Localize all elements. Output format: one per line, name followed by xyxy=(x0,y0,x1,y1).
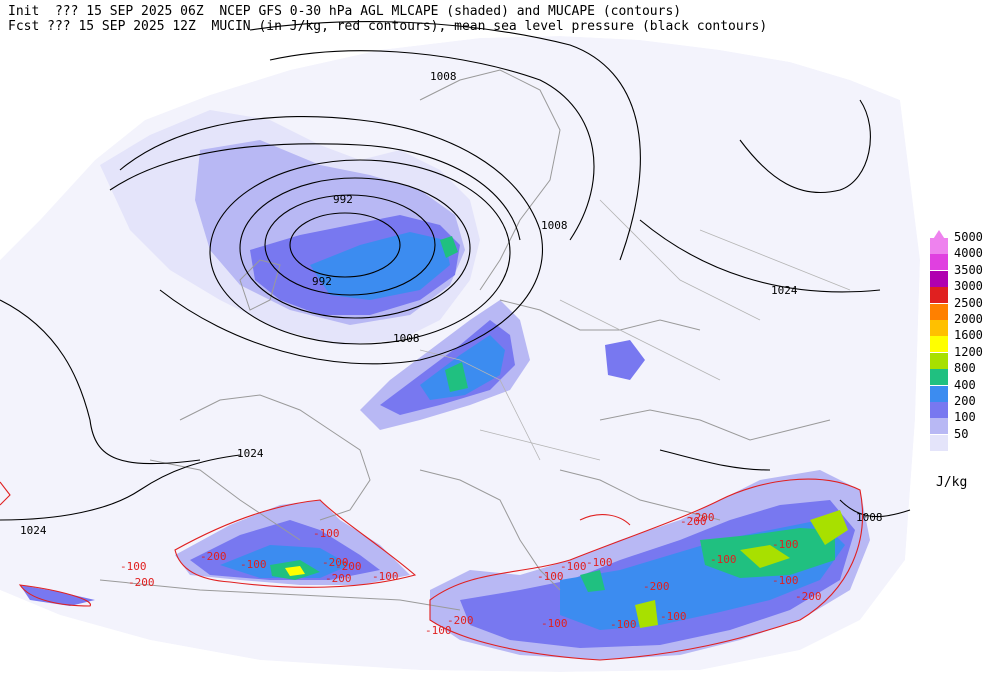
isobar-label: 1008 xyxy=(430,70,457,83)
cin-label: -200 xyxy=(128,576,155,589)
cin-label: -200 xyxy=(688,511,715,524)
legend-swatch xyxy=(930,303,948,320)
cin-label: -200 xyxy=(447,614,474,627)
legend-swatch xyxy=(930,287,948,304)
legend-item: 200 xyxy=(930,394,1000,418)
legend-item: 2500 xyxy=(930,296,1000,320)
cin-label: -200 xyxy=(325,572,352,585)
legend-swatch xyxy=(930,402,948,418)
cin-label: -100 xyxy=(537,570,564,583)
cin-label: -200 xyxy=(322,556,349,569)
legend-item: 800 xyxy=(930,361,1000,386)
cin-label: -100 xyxy=(660,610,687,623)
legend-item: 4000 xyxy=(930,246,1000,271)
legend-label: 50 xyxy=(954,426,969,441)
legend-swatch xyxy=(930,369,948,386)
cin-label: -200 xyxy=(335,560,362,573)
cin-label: -100 xyxy=(772,538,799,551)
legend-label: 100 xyxy=(954,410,976,425)
cin-label: -100 xyxy=(560,560,587,573)
cape-shading-west-med xyxy=(20,500,410,606)
legend-item: 100 xyxy=(930,410,1000,435)
cin-label: -100 xyxy=(710,553,737,566)
cin-label: -100 xyxy=(586,556,613,569)
legend-item: 2000 xyxy=(930,312,1000,336)
cin-label: -100 xyxy=(240,558,267,571)
legend-label: 1600 xyxy=(954,328,983,343)
legend-swatch xyxy=(930,336,948,353)
isobar-labels: 1008 992 992 1008 1008 1024 1024 1024 10… xyxy=(20,70,883,537)
isobars xyxy=(0,21,911,521)
legend-label: 4000 xyxy=(954,246,983,261)
cin-labels: -100 -200 -100 -200 -200 -200 -100 -100 … xyxy=(120,511,822,637)
legend-item: 1200 xyxy=(930,345,1000,369)
isobar-label: 992 xyxy=(333,193,353,206)
cin-label: -100 xyxy=(425,624,452,637)
legend-swatch xyxy=(930,238,948,254)
country-borders xyxy=(419,199,851,461)
legend-swatch xyxy=(930,418,948,435)
isobar-label: 1008 xyxy=(393,332,420,345)
cin-label: -200 xyxy=(200,550,227,563)
legend-item: 3000 xyxy=(930,279,1000,304)
legend-item: 3500 xyxy=(930,263,1000,287)
cin-label: -100 xyxy=(120,560,147,573)
legend-label: 5000 xyxy=(954,230,983,244)
legend-swatch xyxy=(930,352,948,369)
isobar-label: 1008 xyxy=(856,511,883,524)
cin-label: -100 xyxy=(541,617,568,630)
legend-label: 3500 xyxy=(954,262,983,277)
legend-swatch xyxy=(930,434,948,451)
legend-label: 3000 xyxy=(954,279,983,294)
legend-swatch xyxy=(930,320,948,336)
legend-item: 50 xyxy=(930,427,1000,451)
isobar-label: 1008 xyxy=(541,219,568,232)
cin-label: -100 xyxy=(313,527,340,540)
cin-label: -100 xyxy=(372,570,399,583)
cin-label: -200 xyxy=(795,590,822,603)
legend-label: 1200 xyxy=(954,344,983,359)
legend-item: 1600 xyxy=(930,328,1000,353)
legend-label: 800 xyxy=(954,361,976,376)
isobar-label: 1024 xyxy=(771,284,798,297)
legend-swatch xyxy=(930,385,948,402)
cin-label: -200 xyxy=(680,515,707,528)
cape-shading-atlantic xyxy=(100,110,480,345)
cin-label: -200 xyxy=(643,580,670,593)
isobar-label: 992 xyxy=(312,275,332,288)
cape-shading-east-med xyxy=(430,470,870,660)
legend-item: 400 xyxy=(930,378,1000,402)
legend-item: 5000 xyxy=(930,230,1000,254)
cin-contours xyxy=(0,478,864,661)
coastlines xyxy=(99,69,831,611)
cin-label: -100 xyxy=(610,618,637,631)
legend-label: 400 xyxy=(954,377,976,392)
isobar-label: 1024 xyxy=(237,447,264,460)
legend-label: 2500 xyxy=(954,295,983,310)
isobar-label: 1024 xyxy=(20,524,47,537)
legend-label: 200 xyxy=(954,394,976,408)
legend-unit: J/kg xyxy=(936,475,968,490)
legend-label: 2000 xyxy=(954,312,983,326)
cin-label: -100 xyxy=(772,574,799,587)
legend-swatch xyxy=(930,254,948,271)
header-line-1: Init ??? 15 SEP 2025 06Z NCEP GFS 0-30 h… xyxy=(8,4,682,19)
legend-swatch xyxy=(930,270,948,287)
